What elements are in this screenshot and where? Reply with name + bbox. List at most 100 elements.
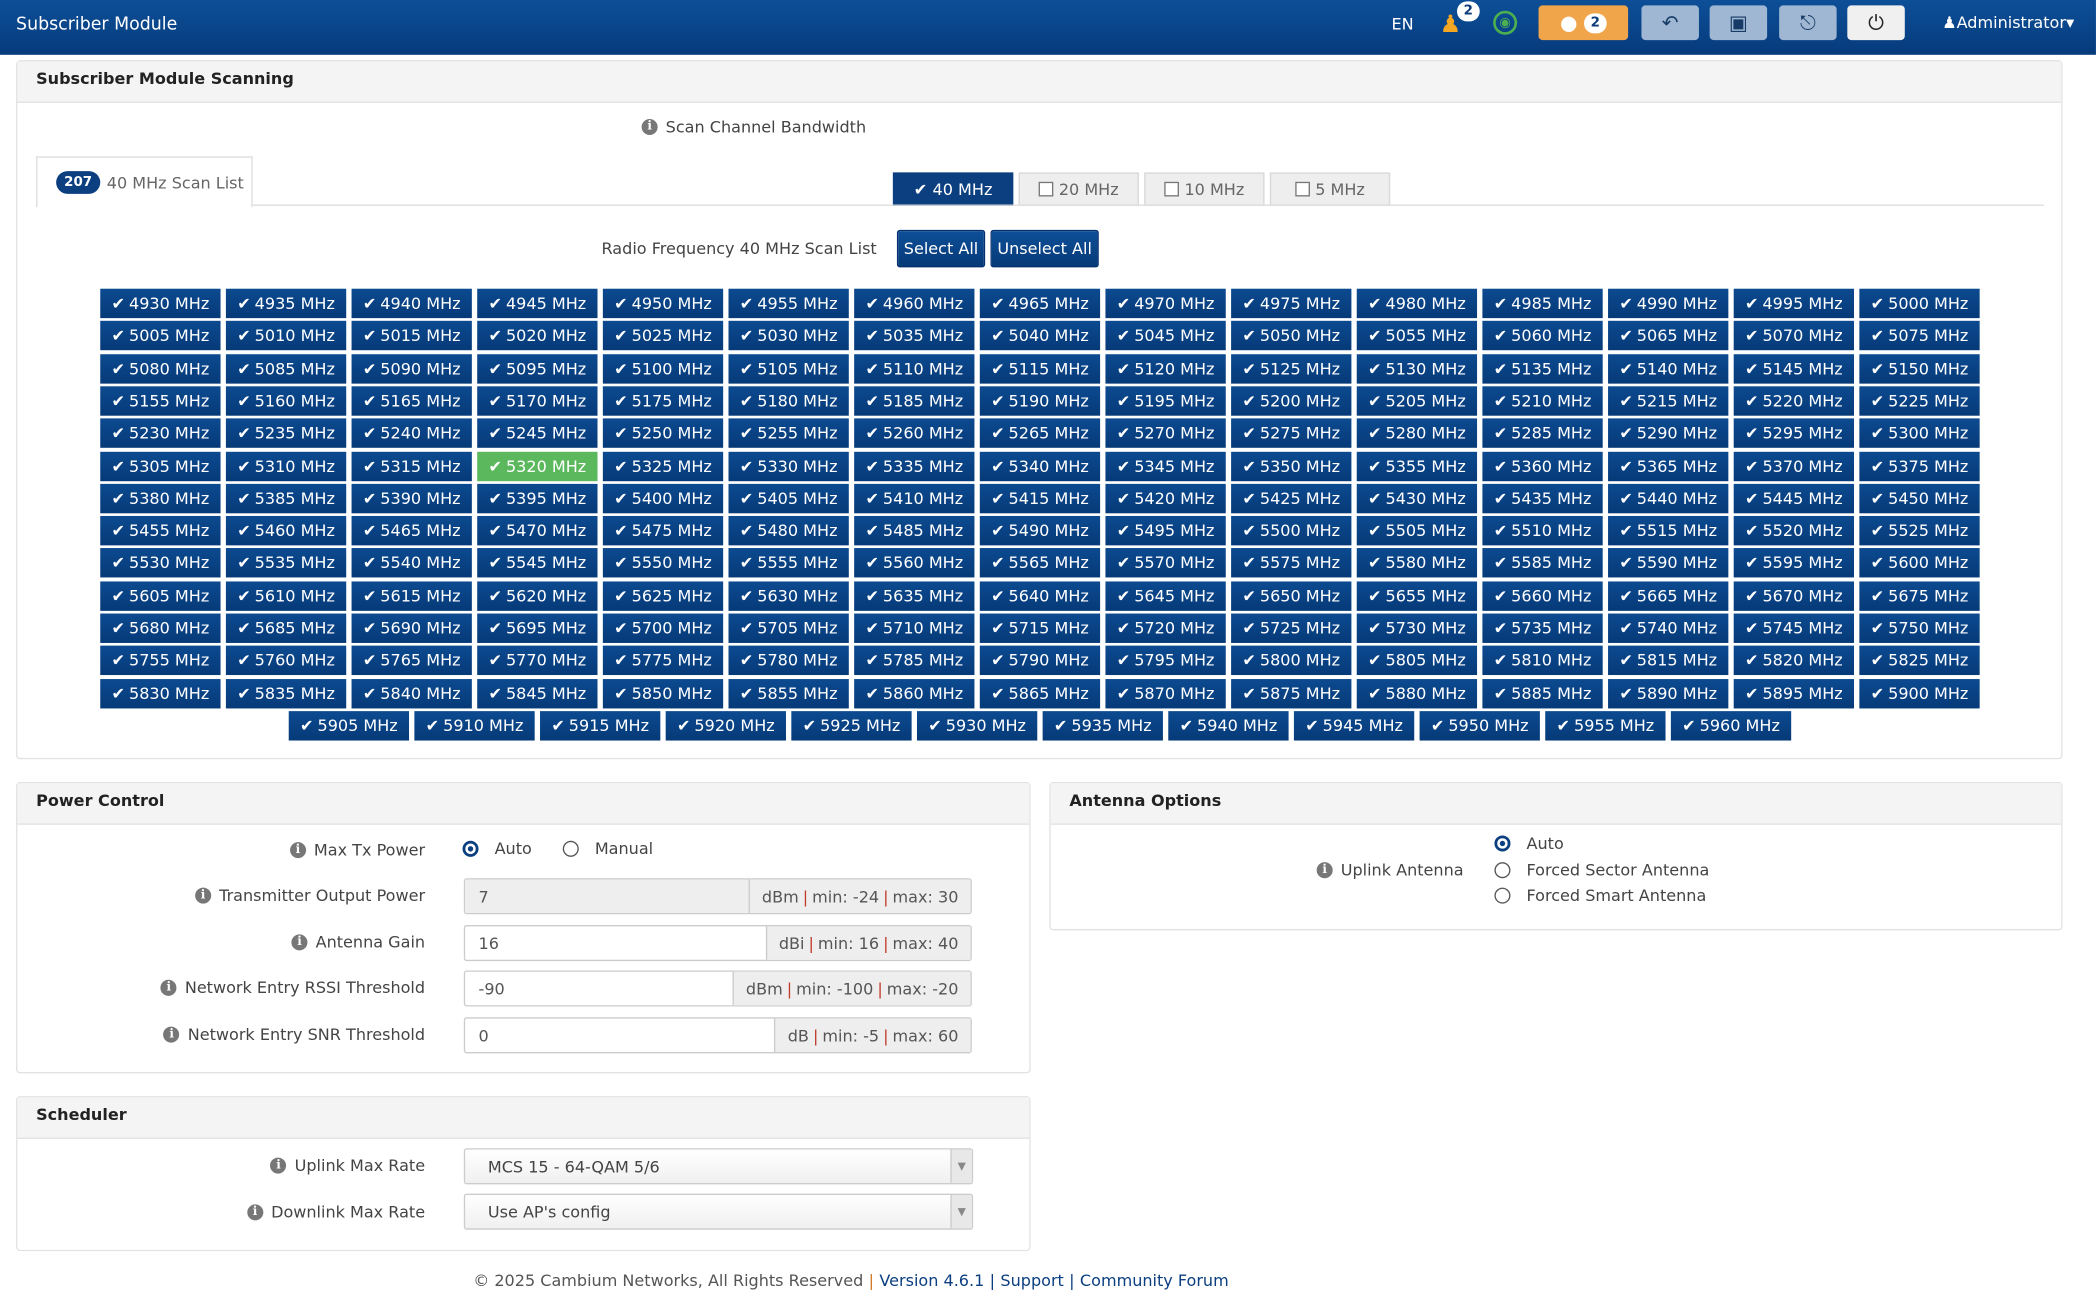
channel-5650[interactable]: ✔ 5650 MHz bbox=[1231, 581, 1352, 611]
channel-5665[interactable]: ✔ 5665 MHz bbox=[1608, 581, 1729, 611]
info-icon[interactable]: i bbox=[270, 1157, 287, 1174]
channel-5345[interactable]: ✔ 5345 MHz bbox=[1105, 451, 1226, 481]
channel-4955[interactable]: ✔ 4955 MHz bbox=[728, 288, 849, 319]
reboot-button[interactable]: ⎋ bbox=[1779, 5, 1837, 41]
channel-5805[interactable]: ✔ 5805 MHz bbox=[1356, 646, 1478, 676]
channel-5845[interactable]: ✔ 5845 MHz bbox=[477, 678, 598, 708]
field-input[interactable]: 0 bbox=[478, 1026, 489, 1046]
channel-4985[interactable]: ✔ 4985 MHz bbox=[1482, 288, 1603, 319]
channel-5455[interactable]: ✔ 5455 MHz bbox=[100, 516, 221, 546]
channel-5250[interactable]: ✔ 5250 MHz bbox=[602, 418, 724, 449]
channel-5295[interactable]: ✔ 5295 MHz bbox=[1733, 418, 1855, 449]
select-all-button[interactable]: Select All bbox=[896, 229, 986, 268]
channel-5580[interactable]: ✔ 5580 MHz bbox=[1356, 548, 1478, 578]
radio-unselected[interactable] bbox=[562, 840, 579, 857]
channel-5690[interactable]: ✔ 5690 MHz bbox=[351, 613, 472, 643]
channel-5180[interactable]: ✔ 5180 MHz bbox=[728, 386, 849, 416]
downlink-max-rate-select[interactable]: Use AP's config ▼ bbox=[463, 1193, 974, 1230]
channel-5530[interactable]: ✔ 5530 MHz bbox=[100, 548, 221, 578]
channel-5495[interactable]: ✔ 5495 MHz bbox=[1105, 516, 1226, 546]
channel-5840[interactable]: ✔ 5840 MHz bbox=[351, 678, 472, 708]
channel-5450[interactable]: ✔ 5450 MHz bbox=[1859, 483, 1980, 514]
channel-5900[interactable]: ✔ 5900 MHz bbox=[1859, 678, 1980, 708]
channel-5885[interactable]: ✔ 5885 MHz bbox=[1482, 678, 1603, 708]
channel-5945[interactable]: ✔ 5945 MHz bbox=[1293, 710, 1415, 741]
channel-5705[interactable]: ✔ 5705 MHz bbox=[728, 613, 849, 643]
channel-5860[interactable]: ✔ 5860 MHz bbox=[854, 678, 975, 708]
max-tx-manual-radio[interactable]: Manual bbox=[562, 839, 653, 858]
channel-5730[interactable]: ✔ 5730 MHz bbox=[1356, 613, 1478, 643]
channel-5390[interactable]: ✔ 5390 MHz bbox=[351, 483, 472, 514]
channel-5800[interactable]: ✔ 5800 MHz bbox=[1231, 646, 1352, 676]
channel-5350[interactable]: ✔ 5350 MHz bbox=[1231, 451, 1352, 481]
channel-5025[interactable]: ✔ 5025 MHz bbox=[602, 321, 724, 351]
channel-5315[interactable]: ✔ 5315 MHz bbox=[351, 451, 472, 481]
channel-4930[interactable]: ✔ 4930 MHz bbox=[100, 288, 221, 319]
info-icon[interactable]: i bbox=[291, 933, 308, 950]
channel-5190[interactable]: ✔ 5190 MHz bbox=[979, 386, 1101, 416]
info-icon[interactable]: i bbox=[641, 118, 658, 136]
bandwidth-option[interactable]: ✔ 40 MHz bbox=[892, 172, 1014, 206]
channel-5510[interactable]: ✔ 5510 MHz bbox=[1482, 516, 1603, 546]
channel-5695[interactable]: ✔ 5695 MHz bbox=[477, 613, 598, 643]
channel-5940[interactable]: ✔ 5940 MHz bbox=[1168, 710, 1289, 741]
channel-5245[interactable]: ✔ 5245 MHz bbox=[477, 418, 598, 449]
channel-5340[interactable]: ✔ 5340 MHz bbox=[979, 451, 1101, 481]
channel-5660[interactable]: ✔ 5660 MHz bbox=[1482, 581, 1603, 611]
channel-5205[interactable]: ✔ 5205 MHz bbox=[1356, 386, 1478, 416]
channel-5370[interactable]: ✔ 5370 MHz bbox=[1733, 451, 1855, 481]
radio-button[interactable] bbox=[1494, 887, 1511, 904]
radio-button[interactable] bbox=[1494, 835, 1511, 852]
channel-4970[interactable]: ✔ 4970 MHz bbox=[1105, 288, 1226, 319]
channel-4975[interactable]: ✔ 4975 MHz bbox=[1231, 288, 1352, 319]
channel-5815[interactable]: ✔ 5815 MHz bbox=[1608, 646, 1729, 676]
channel-5070[interactable]: ✔ 5070 MHz bbox=[1733, 321, 1855, 351]
scan-list-tab[interactable]: 207 40 MHz Scan List bbox=[36, 156, 253, 208]
channel-5290[interactable]: ✔ 5290 MHz bbox=[1608, 418, 1729, 449]
channel-5155[interactable]: ✔ 5155 MHz bbox=[100, 386, 221, 416]
channel-5765[interactable]: ✔ 5765 MHz bbox=[351, 646, 472, 676]
channel-5590[interactable]: ✔ 5590 MHz bbox=[1608, 548, 1729, 578]
save-button[interactable]: ▣ bbox=[1709, 5, 1768, 41]
channel-5360[interactable]: ✔ 5360 MHz bbox=[1482, 451, 1603, 481]
channel-5225[interactable]: ✔ 5225 MHz bbox=[1859, 386, 1980, 416]
channel-5210[interactable]: ✔ 5210 MHz bbox=[1482, 386, 1603, 416]
channel-5520[interactable]: ✔ 5520 MHz bbox=[1733, 516, 1855, 546]
channel-5615[interactable]: ✔ 5615 MHz bbox=[351, 581, 472, 611]
channel-5160[interactable]: ✔ 5160 MHz bbox=[225, 386, 347, 416]
dropdown-arrow-icon[interactable]: ▼ bbox=[950, 1149, 972, 1183]
channel-5140[interactable]: ✔ 5140 MHz bbox=[1608, 353, 1729, 384]
channel-5355[interactable]: ✔ 5355 MHz bbox=[1356, 451, 1478, 481]
channel-5745[interactable]: ✔ 5745 MHz bbox=[1733, 613, 1855, 643]
channel-5095[interactable]: ✔ 5095 MHz bbox=[477, 353, 598, 384]
channel-5020[interactable]: ✔ 5020 MHz bbox=[477, 321, 598, 351]
channel-5835[interactable]: ✔ 5835 MHz bbox=[225, 678, 347, 708]
channel-4945[interactable]: ✔ 4945 MHz bbox=[477, 288, 598, 319]
max-tx-auto-radio[interactable]: Auto bbox=[462, 839, 532, 858]
channel-5475[interactable]: ✔ 5475 MHz bbox=[602, 516, 724, 546]
channel-5300[interactable]: ✔ 5300 MHz bbox=[1859, 418, 1980, 449]
channel-5230[interactable]: ✔ 5230 MHz bbox=[100, 418, 221, 449]
channel-5810[interactable]: ✔ 5810 MHz bbox=[1482, 646, 1603, 676]
channel-5310[interactable]: ✔ 5310 MHz bbox=[225, 451, 347, 481]
channel-5325[interactable]: ✔ 5325 MHz bbox=[602, 451, 724, 481]
channel-5560[interactable]: ✔ 5560 MHz bbox=[854, 548, 975, 578]
channel-5880[interactable]: ✔ 5880 MHz bbox=[1356, 678, 1478, 708]
field-input[interactable]: -90 bbox=[478, 980, 505, 999]
channel-5735[interactable]: ✔ 5735 MHz bbox=[1482, 613, 1603, 643]
channel-5005[interactable]: ✔ 5005 MHz bbox=[100, 321, 221, 351]
channel-5240[interactable]: ✔ 5240 MHz bbox=[351, 418, 472, 449]
channel-4960[interactable]: ✔ 4960 MHz bbox=[854, 288, 975, 319]
bandwidth-option[interactable]: 10 MHz bbox=[1144, 172, 1265, 206]
channel-5055[interactable]: ✔ 5055 MHz bbox=[1356, 321, 1478, 351]
channel-5075[interactable]: ✔ 5075 MHz bbox=[1859, 321, 1980, 351]
channel-5335[interactable]: ✔ 5335 MHz bbox=[854, 451, 975, 481]
radio-selected[interactable] bbox=[462, 840, 479, 857]
bandwidth-option[interactable]: 20 MHz bbox=[1018, 172, 1139, 206]
channel-5015[interactable]: ✔ 5015 MHz bbox=[351, 321, 472, 351]
info-icon[interactable]: i bbox=[160, 980, 177, 997]
channel-4995[interactable]: ✔ 4995 MHz bbox=[1733, 288, 1855, 319]
channel-5925[interactable]: ✔ 5925 MHz bbox=[791, 710, 912, 741]
channel-5330[interactable]: ✔ 5330 MHz bbox=[728, 451, 849, 481]
uplink-max-rate-select[interactable]: MCS 15 - 64-QAM 5/6 ▼ bbox=[463, 1148, 974, 1185]
